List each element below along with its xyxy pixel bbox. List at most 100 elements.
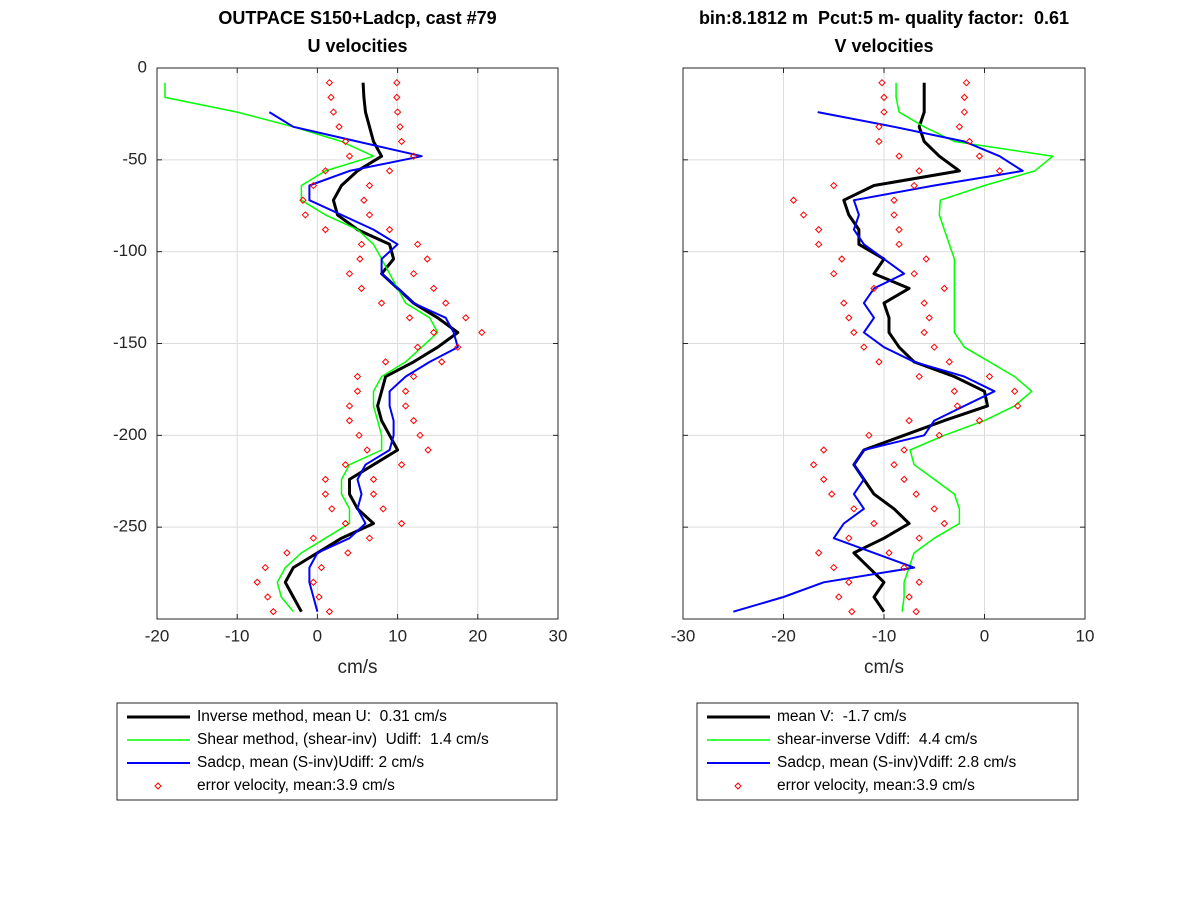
error-marker [381,358,390,366]
error-marker [365,534,374,542]
velocity-line [268,111,459,612]
error-marker [409,152,418,160]
error-marker [429,284,438,293]
axes-frame [682,67,1086,620]
error-marker [315,593,323,601]
error-marker [930,505,938,513]
error-marker [397,137,406,146]
error-marker [910,181,918,190]
x-tick-label: 10 [388,626,407,645]
error-marker [895,152,903,160]
error-marker [830,563,838,572]
x-axis-label: cm/s [337,657,377,678]
x-axis-label: cm/s [864,657,904,678]
y-tick-label: -200 [113,425,147,444]
error-marker [880,93,888,102]
error-marker [442,299,450,307]
x-tick-label: 20 [468,626,487,645]
error-marker [317,563,326,572]
error-marker [890,196,898,204]
y-tick-label: -250 [113,517,147,536]
error-marker [413,240,422,249]
error-marker [900,446,908,454]
error-marker [940,284,949,293]
error-marker [393,78,401,87]
x-tick-label: 30 [549,626,568,645]
error-marker [438,358,446,366]
error-marker [409,416,418,425]
error-marker [848,607,856,616]
legend-box [696,702,1079,801]
error-marker [393,108,402,116]
error-marker [870,519,878,528]
error-marker [309,181,318,190]
error-marker [409,372,418,381]
error-marker [393,93,401,102]
error-marker [369,490,378,498]
error-marker [385,225,394,234]
error-marker [850,328,858,337]
chart-subtitle: U velocities [307,36,407,56]
error-marker [396,123,404,131]
error-marker [261,563,269,572]
chart-title: bin:8.1812 m Pcut:5 m- quality factor: 0… [699,8,1069,28]
error-marker [835,593,843,601]
error-marker [935,431,943,440]
legend-swatch [154,782,162,790]
y-tick-label: 0 [138,57,147,76]
error-marker [309,578,318,586]
error-marker [299,196,307,204]
error-marker [830,181,838,190]
velocity-line [842,82,989,613]
error-marker [321,225,330,234]
error-marker [365,181,374,190]
error-marker [885,549,893,557]
error-marker [953,402,962,410]
error-marker [900,475,908,484]
error-marker [985,372,994,381]
error-marker [865,431,873,440]
error-marker [325,78,334,87]
error-marker [401,387,410,395]
velocity-line [164,82,439,613]
error-marker [409,269,418,278]
y-tick-label: -50 [122,149,147,168]
error-marker [385,167,394,175]
x-tick-label: -20 [145,626,170,645]
error-marker [397,519,406,528]
error-marker [915,578,923,586]
error-marker [478,328,486,337]
error-marker [819,475,828,484]
legend-label: shear-inverse Vdiff: 4.4 cm/s [777,731,978,748]
error-marker [809,461,818,469]
legend-label: mean V: -1.7 cm/s [777,708,907,725]
error-marker [357,284,366,293]
legend-label: Sadcp, mean (S-inv)Udiff: 2 cm/s [197,754,424,771]
error-marker [462,314,470,322]
error-marker [283,549,291,557]
error-marker [327,93,335,102]
error-marker [397,461,406,469]
error-marker [910,269,918,278]
error-marker [355,431,363,440]
error-marker [845,534,853,542]
error-marker [915,167,923,175]
error-marker [920,328,928,337]
velocity-line [733,111,1024,613]
x-tick-label: 0 [313,626,322,645]
error-marker [880,108,888,116]
error-marker [413,343,422,351]
error-marker [905,593,913,601]
error-marker [814,225,823,234]
error-marker [960,108,969,116]
error-marker [814,240,823,249]
error-marker [819,446,828,454]
x-tick-label: 0 [980,626,989,645]
axes-frame [156,67,559,620]
error-marker [253,578,261,586]
error-marker [309,534,318,542]
error-marker [263,593,272,601]
error-marker [922,255,930,263]
error-marker [915,372,923,381]
error-marker [875,123,883,131]
